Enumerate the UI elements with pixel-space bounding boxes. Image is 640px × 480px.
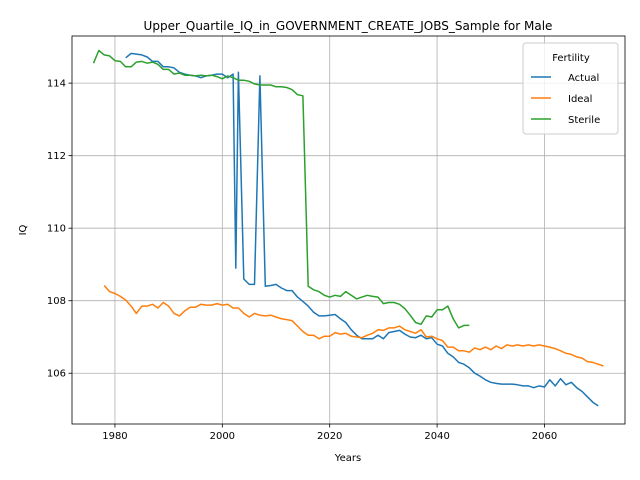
x-tick-label: 1980 [102, 431, 127, 442]
y-tick-label: 112 [47, 151, 66, 162]
x-axis-label: Years [334, 453, 361, 464]
legend-label-ideal: Ideal [568, 94, 592, 105]
y-tick-label: 106 [47, 369, 66, 380]
y-tick-label: 114 [47, 79, 66, 90]
legend-label-actual: Actual [568, 73, 599, 84]
x-tick-label: 2060 [532, 431, 557, 442]
x-tick-label: 2000 [210, 431, 235, 442]
y-tick-label: 110 [47, 224, 66, 235]
y-axis-label: IQ [18, 224, 29, 235]
legend-title: Fertility [552, 53, 590, 64]
y-tick-label: 108 [47, 296, 66, 307]
x-tick-label: 2020 [317, 431, 342, 442]
chart-title: Upper_Quartile_IQ_in_GOVERNMENT_CREATE_J… [144, 19, 553, 33]
legend: Fertility Actual Ideal Sterile [523, 43, 618, 134]
x-tick-label: 2040 [424, 431, 449, 442]
legend-label-sterile: Sterile [568, 115, 600, 126]
